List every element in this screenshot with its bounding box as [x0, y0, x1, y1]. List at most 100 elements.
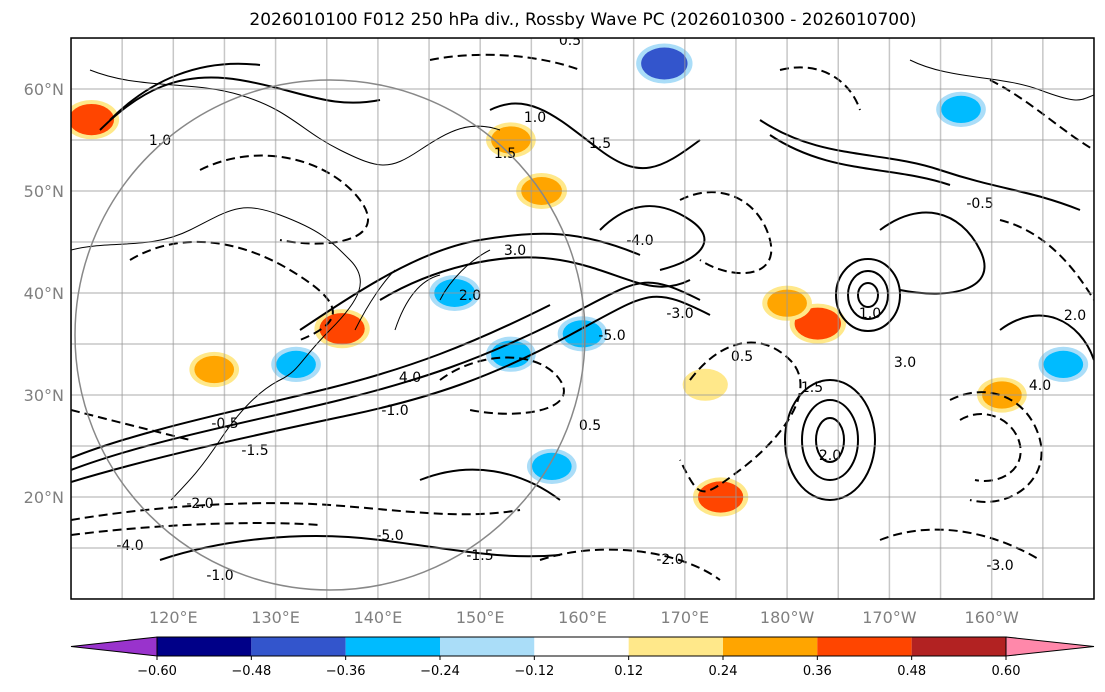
- contour-line: [779, 66, 861, 111]
- shaded-region: [531, 452, 572, 480]
- contour-label: -2.0: [186, 496, 213, 512]
- contour-line: [109, 62, 261, 121]
- latitude-tick-labels: 20°N 30°N 40°N 50°N 60°N: [24, 80, 64, 507]
- asia-coastline: [71, 207, 361, 501]
- contour-label: -1.0: [381, 403, 408, 419]
- chart-title: 2026010100 F012 250 hPa div., Rossby Wav…: [249, 10, 916, 30]
- contour-label: 0.5: [559, 33, 581, 49]
- contour-label: 2.0: [819, 448, 841, 464]
- contour-line: [999, 314, 1094, 361]
- map-panel: 0.5 1.0 1.5 2.0 3.0 4.0 -0.5 -1.0 -1.5 -2.0 -3.0 -4…: [70, 33, 1095, 600]
- map-border: [70, 37, 1095, 600]
- colorbar-tick-label: 0.48: [897, 664, 926, 679]
- colorbar-extend-high: [1005, 636, 1095, 657]
- contour-line: [99, 76, 381, 131]
- contour-label: -0.5: [966, 196, 993, 212]
- contour-label: 1.0: [149, 133, 171, 149]
- contour-line: [847, 270, 889, 320]
- shaded-region: [71, 104, 115, 136]
- colorbar-segment: [440, 637, 535, 656]
- contour-label: 1.5: [801, 380, 823, 396]
- colorbar-tick-label: −0.60: [137, 664, 177, 679]
- colorbar: −0.60 −0.48 −0.36 −0.24 −0.12 0.12 0.24 0.36 0.4…: [70, 636, 1095, 679]
- colorbar-tick-label: −0.12: [514, 664, 554, 679]
- contour-label: 0.5: [731, 349, 753, 365]
- colorbar-tick-label: −0.24: [420, 664, 460, 679]
- contour-label: -1.0: [206, 568, 233, 584]
- contour-line: [429, 53, 581, 71]
- contour-line: [679, 191, 773, 275]
- contour-line: [857, 282, 879, 308]
- contour-label: -1.5: [241, 443, 268, 459]
- contour-line: [784, 379, 876, 501]
- colorbar-segment: [911, 637, 1006, 656]
- contour-line: [159, 535, 561, 561]
- contour-label: 1.0: [859, 306, 881, 322]
- lat-tick-label: 20°N: [24, 488, 64, 507]
- lon-tick-label: 140°E: [354, 608, 403, 627]
- contour-line: [71, 281, 701, 471]
- contour-line: [989, 79, 1094, 151]
- contour-label: 0.5: [579, 418, 601, 434]
- contour-line: [835, 258, 901, 332]
- colorbar-segment: [345, 637, 440, 656]
- contour-line: [71, 502, 521, 521]
- contour-label: -5.0: [598, 328, 625, 344]
- contour-label: -4.0: [626, 233, 653, 249]
- lon-tick-label: 160°E: [558, 608, 607, 627]
- contour-line: [539, 548, 721, 581]
- colorbar-segment: [251, 637, 346, 656]
- shaded-region: [1043, 350, 1084, 378]
- contour-line: [959, 413, 1022, 482]
- shaded-region: [687, 372, 723, 397]
- lat-tick-label: 50°N: [24, 182, 64, 201]
- colorbar-tick-label: −0.48: [231, 664, 271, 679]
- contour-label: 4.0: [399, 370, 421, 386]
- shaded-region: [794, 307, 841, 340]
- lat-tick-label: 40°N: [24, 284, 64, 303]
- contour-label: 4.0: [1029, 378, 1051, 394]
- contour-line: [71, 304, 551, 459]
- contour-line: [71, 295, 711, 483]
- contour-line: [489, 102, 701, 170]
- lon-tick-label: 170°W: [862, 608, 917, 627]
- contour-line: [199, 154, 369, 245]
- shaded-region: [941, 95, 981, 123]
- contour-label: 1.5: [494, 146, 516, 162]
- range-circle: [74, 79, 586, 591]
- contour-label: 3.0: [894, 355, 916, 371]
- contour-line: [419, 468, 561, 501]
- contour-label: -3.0: [986, 558, 1013, 574]
- contour-label: 3.0: [504, 243, 526, 259]
- lon-tick-label: 180°W: [760, 608, 815, 627]
- colorbar-segment: [628, 637, 723, 656]
- lat-tick-label: 60°N: [24, 80, 64, 99]
- longitude-tick-labels: 120°E 130°E 140°E 150°E 160°E 170°E 180°W 170°W…: [149, 608, 1019, 627]
- contour-line: [71, 409, 191, 441]
- coastlines: [71, 59, 1094, 501]
- colorbar-segment: [723, 637, 818, 656]
- contour-lines: [71, 62, 1094, 561]
- contour-line: [599, 205, 706, 271]
- contour-line: [71, 522, 321, 536]
- colorbar-tick-label: −0.36: [326, 664, 366, 679]
- alaska-coastline: [909, 59, 1094, 101]
- colorbar-extend-low: [70, 636, 158, 657]
- colorbar-segment: [157, 637, 252, 656]
- lon-tick-label: 170°E: [660, 608, 709, 627]
- lon-tick-label: 160°W: [965, 608, 1020, 627]
- colorbar-tick-label: 0.36: [803, 664, 832, 679]
- contour-line: [815, 417, 845, 463]
- contour-line: [999, 219, 1094, 301]
- contour-label: 2.0: [459, 288, 481, 304]
- contour-line: [801, 399, 859, 481]
- contour-line: [129, 240, 334, 341]
- lon-tick-label: 120°E: [149, 608, 198, 627]
- contour-label: 2.0: [1064, 308, 1086, 324]
- colorbar-outline: [156, 636, 1007, 657]
- contour-label: 1.0: [524, 110, 546, 126]
- contour-label: -2.0: [656, 552, 683, 568]
- divergence-shading: [71, 43, 1089, 517]
- colorbar-segment: [534, 637, 629, 656]
